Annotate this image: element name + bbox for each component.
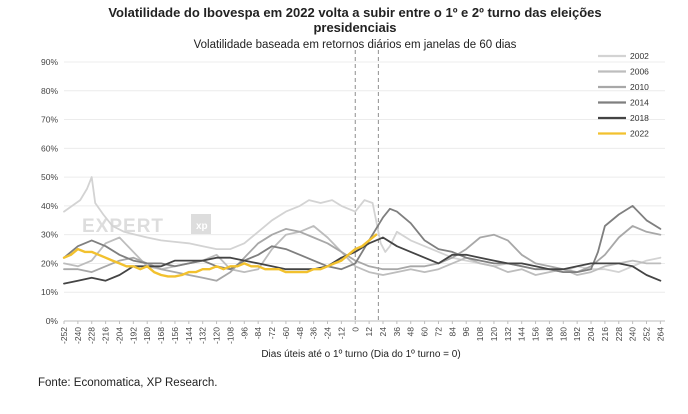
x-tick-label: 240 bbox=[628, 327, 638, 341]
x-tick-label: 108 bbox=[475, 327, 485, 341]
x-tick-label: -252 bbox=[59, 327, 69, 344]
x-tick-label: -240 bbox=[73, 327, 83, 344]
series-line-2022 bbox=[62, 233, 378, 278]
legend-label-2014: 2014 bbox=[630, 98, 649, 108]
x-tick-label: 120 bbox=[489, 327, 499, 341]
legend-label-2018: 2018 bbox=[630, 113, 649, 123]
x-tick-label: -84 bbox=[253, 327, 263, 340]
y-tick-label: 50% bbox=[41, 172, 58, 182]
legend-label-2002: 2002 bbox=[630, 51, 649, 61]
x-tick-label: 216 bbox=[600, 327, 610, 341]
source-note: Fonte: Economatica, XP Research. bbox=[38, 377, 218, 389]
watermark-xp-text: xp bbox=[196, 221, 208, 232]
y-tick-label: 20% bbox=[41, 258, 58, 268]
legend-label-2010: 2010 bbox=[630, 82, 649, 92]
x-tick-label: -168 bbox=[156, 327, 166, 344]
x-tick-label: 60 bbox=[420, 327, 430, 337]
legend-label-2022: 2022 bbox=[630, 129, 649, 139]
x-tick-label: 156 bbox=[531, 327, 541, 341]
x-tick-label: 132 bbox=[503, 327, 513, 341]
x-tick-label: 84 bbox=[447, 327, 457, 337]
x-tick-label: 48 bbox=[406, 327, 416, 337]
series-line-2014 bbox=[63, 204, 662, 274]
x-tick-label: -72 bbox=[267, 327, 277, 340]
x-tick-label: -108 bbox=[225, 327, 235, 344]
x-tick-label: 228 bbox=[614, 327, 624, 341]
x-tick-label: 12 bbox=[364, 327, 374, 337]
y-tick-label: 60% bbox=[41, 143, 58, 153]
x-tick-label: 252 bbox=[642, 327, 652, 341]
x-tick-label: 0 bbox=[350, 327, 360, 332]
chart-title-line-1: Volatilidade do Ibovespa em 2022 volta a… bbox=[108, 5, 601, 20]
series-line-2018 bbox=[63, 236, 662, 285]
x-axis-label: Dias úteis até o 1º turno (Dia do 1º tur… bbox=[261, 349, 460, 360]
x-tick-label: 96 bbox=[461, 327, 471, 337]
x-tick-label: -192 bbox=[128, 327, 138, 344]
x-tick-label: 180 bbox=[558, 327, 568, 341]
watermark-text: EXPERT bbox=[82, 216, 164, 237]
y-tick-label: 90% bbox=[41, 57, 58, 67]
x-tick-label: -96 bbox=[239, 327, 249, 340]
x-tick-label: -228 bbox=[87, 327, 97, 344]
y-tick-label: 40% bbox=[41, 201, 58, 211]
chart-title-line-2: presidenciais bbox=[313, 20, 396, 35]
y-tick-label: 80% bbox=[41, 86, 58, 96]
x-tick-label: -180 bbox=[142, 327, 152, 344]
x-tick-label: 264 bbox=[655, 327, 665, 341]
x-tick-label: -120 bbox=[212, 327, 222, 344]
x-tick-label: -216 bbox=[101, 327, 111, 344]
x-tick-label: -12 bbox=[336, 327, 346, 340]
x-tick-label: -144 bbox=[184, 327, 194, 344]
x-tick-label: 204 bbox=[586, 327, 596, 341]
y-tick-label: 10% bbox=[41, 287, 58, 297]
chart-subtitle: Volatilidade baseada em retornos diários… bbox=[194, 39, 517, 51]
x-tick-label: 36 bbox=[392, 327, 402, 337]
expert-watermark: EXPERT xp bbox=[82, 214, 211, 237]
y-tick-label: 70% bbox=[41, 115, 58, 125]
y-tick-label: 0% bbox=[46, 316, 59, 326]
x-tick-label: 72 bbox=[433, 327, 443, 337]
x-tick-label: 144 bbox=[517, 327, 527, 341]
x-tick-label: -24 bbox=[323, 327, 333, 340]
x-tick-label: -156 bbox=[170, 327, 180, 344]
x-tick-label: -48 bbox=[295, 327, 305, 340]
x-tick-label: 168 bbox=[544, 327, 554, 341]
watermark-xp-box bbox=[191, 214, 211, 234]
x-tick-label: -36 bbox=[309, 327, 319, 340]
x-tick-label: 192 bbox=[572, 327, 582, 341]
x-tick-label: 24 bbox=[378, 327, 388, 337]
x-tick-label: -60 bbox=[281, 327, 291, 340]
x-tick-label: -204 bbox=[114, 327, 124, 344]
x-tick-label: -132 bbox=[198, 327, 208, 344]
legend-label-2006: 2006 bbox=[630, 67, 649, 77]
y-tick-label: 30% bbox=[41, 230, 58, 240]
